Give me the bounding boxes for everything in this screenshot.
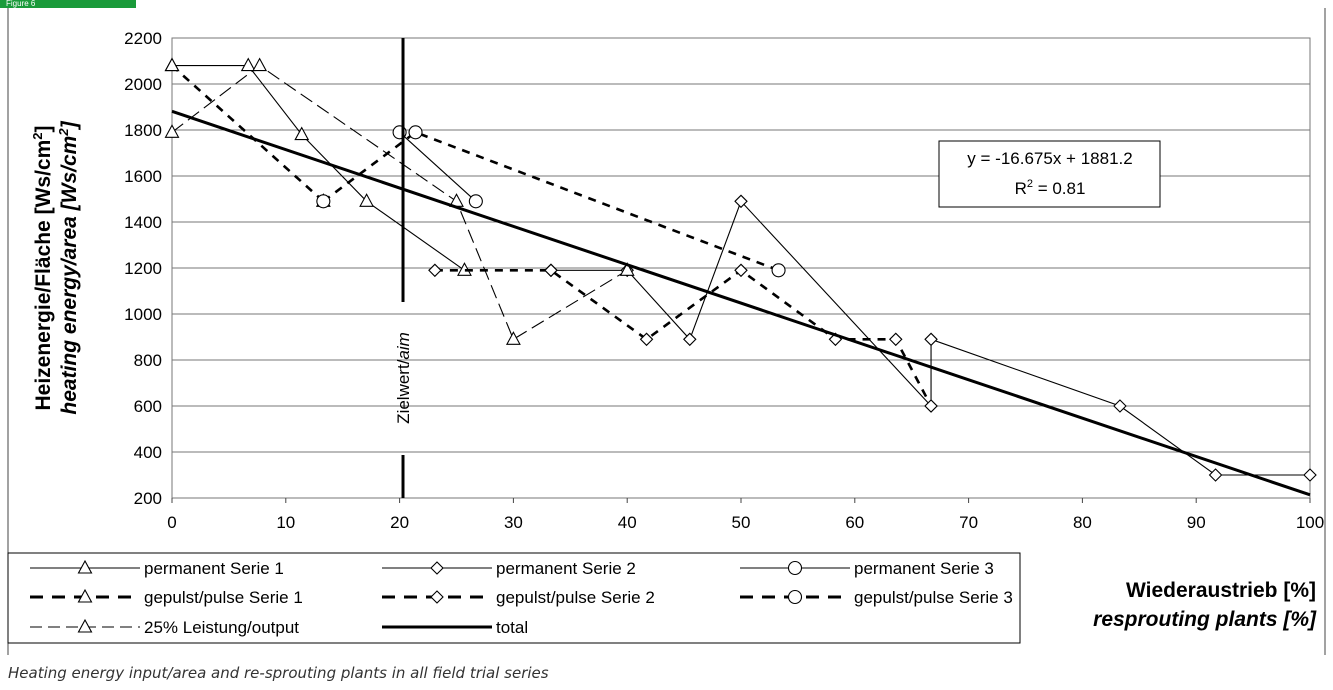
series-line [171,109,1311,497]
aim-label: Zielwert/aim [394,332,413,424]
legend-entry: 25% Leistung/output [30,618,299,637]
y-tick-label: 2000 [124,75,162,94]
series-line [171,64,325,203]
series-line [172,65,465,271]
figure-caption: Heating energy input/area and re-sprouti… [8,664,549,682]
legend-marker [430,590,444,604]
y-tick-label: 2200 [124,29,162,48]
x-tick-label: 50 [732,513,751,532]
x-tick-label: 30 [504,513,523,532]
x-tick-label: 0 [167,513,176,532]
data-point [619,262,635,276]
data-point [1208,468,1223,482]
series-6 [316,125,786,278]
data-point [734,194,748,209]
y-tick-label: 200 [134,489,162,508]
x-tick-label: 100 [1296,513,1324,532]
y-tick-label: 1200 [124,259,162,278]
x-axis-label-de: Wiederaustrieb [%] [1126,579,1316,602]
series-line [399,131,477,202]
legend-label: gepulst/pulse Serie 2 [496,588,655,607]
legend-box [7,552,1021,644]
series-line [322,130,780,272]
x-tick-label: 60 [845,513,864,532]
y-tick-label: 400 [134,443,162,462]
legend-entry: permanent Serie 3 [740,559,994,578]
series-line [434,268,933,407]
x-tick-label: 20 [390,513,409,532]
legend-label: permanent Serie 3 [854,559,994,578]
data-point [468,194,483,209]
legend-label: permanent Serie 2 [496,559,636,578]
x-tick-label: 80 [1073,513,1092,532]
x-tick-label: 40 [618,513,637,532]
data-point [924,332,938,347]
data-point [164,57,180,72]
data-point [924,399,938,413]
legend-marker [787,589,803,605]
data-point [294,126,310,141]
y-axis-label-en: heating energy/area [Ws/cm2] [56,120,81,414]
legend-label: 25% Leistung/output [144,618,299,637]
legend-marker [77,559,93,574]
legend-entry: total [382,618,528,637]
series-8 [171,109,1311,497]
legend-entry: permanent Serie 1 [30,559,284,578]
data-point [240,57,256,72]
y-tick-label: 800 [134,351,162,370]
data-point [505,331,521,345]
series-5 [428,263,938,413]
legend-marker [787,560,803,576]
equation-box [938,140,1161,208]
series-7 [164,57,635,345]
r-squared-text: R2 = 0.81 [1015,178,1086,198]
y-tick-label: 600 [134,397,162,416]
legend-marker [430,561,444,575]
x-tick-label: 10 [276,513,295,532]
data-point [734,263,748,278]
series-1 [164,57,472,276]
data-point [359,193,375,207]
legend-entry: gepulst/pulse Serie 1 [30,588,303,607]
data-point [252,57,268,72]
legend-entry: permanent Serie 2 [382,559,636,578]
data-point [1113,399,1127,413]
data-point [316,194,331,209]
x-tick-label: 90 [1187,513,1206,532]
data-point [771,263,786,278]
legend-entry: gepulst/pulse Serie 2 [382,588,655,607]
data-point [683,332,697,347]
legend-label: gepulst/pulse Serie 1 [144,588,303,607]
legend-label: total [496,618,528,637]
x-axis-label-en: resprouting plants [%] [1093,608,1317,631]
data-point [408,125,423,140]
series-4 [164,57,331,207]
series-3 [392,125,483,209]
data-point [888,332,903,347]
series-2 [544,194,1317,482]
data-point [544,263,558,278]
equation-text: y = -16.675x + 1881.2 [967,149,1132,168]
y-tick-label: 1400 [124,213,162,232]
data-point [639,332,654,347]
legend-entry: gepulst/pulse Serie 3 [740,588,1013,607]
data-point [1303,468,1317,482]
data-point [428,263,442,278]
data-point [164,124,180,138]
y-axis-label-de: Heizenergie/Fläche [Ws/cm2] [30,126,55,411]
y-tick-label: 1800 [124,121,162,140]
y-tick-label: 1600 [124,167,162,186]
legend-marker [77,588,93,603]
legend-label: gepulst/pulse Serie 3 [854,588,1013,607]
series-line [171,64,628,341]
y-tick-label: 1000 [124,305,162,324]
figure-tab-label: Figure 6 [0,0,136,8]
legend-label: permanent Serie 1 [144,559,284,578]
legend-marker [77,618,93,633]
x-tick-label: 70 [959,513,978,532]
